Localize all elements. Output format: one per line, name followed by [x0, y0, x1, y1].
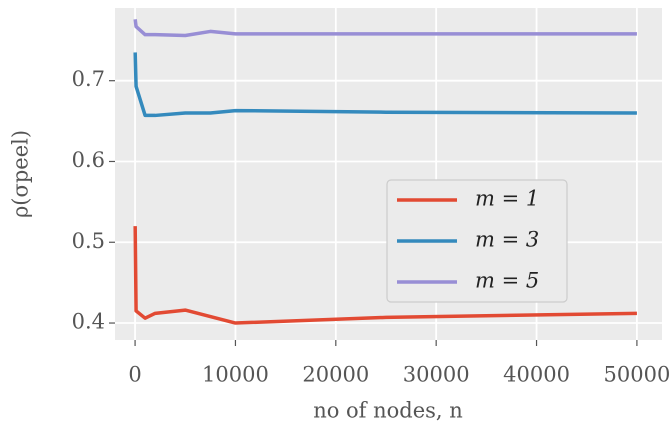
y-tick-label: 0.4	[72, 310, 105, 334]
legend-label: m = 3	[475, 228, 539, 252]
legend-box	[386, 179, 568, 303]
x-tick-label: 40000	[503, 363, 570, 387]
legend-label: m = 5	[475, 269, 539, 293]
x-tick-label: 0	[128, 363, 141, 387]
y-tick-label: 0.6	[72, 148, 105, 172]
data-line	[133, 226, 637, 325]
data-line	[133, 52, 637, 118]
legend: m = 1 m = 3 m = 5	[386, 179, 568, 303]
legend-label: m = 1	[475, 187, 539, 211]
x-tick-label: 50000	[604, 363, 671, 387]
x-tick-label: 10000	[202, 363, 269, 387]
y-axis-label: ρ(σpeel)	[9, 130, 33, 218]
x-tick-label: 30000	[403, 363, 470, 387]
x-axis-label: no of nodes, n	[313, 399, 463, 423]
y-tick-label: 0.7	[72, 67, 105, 91]
data-line	[133, 19, 637, 38]
x-tick-label: 20000	[302, 363, 369, 387]
y-tick-label: 0.5	[72, 229, 105, 253]
